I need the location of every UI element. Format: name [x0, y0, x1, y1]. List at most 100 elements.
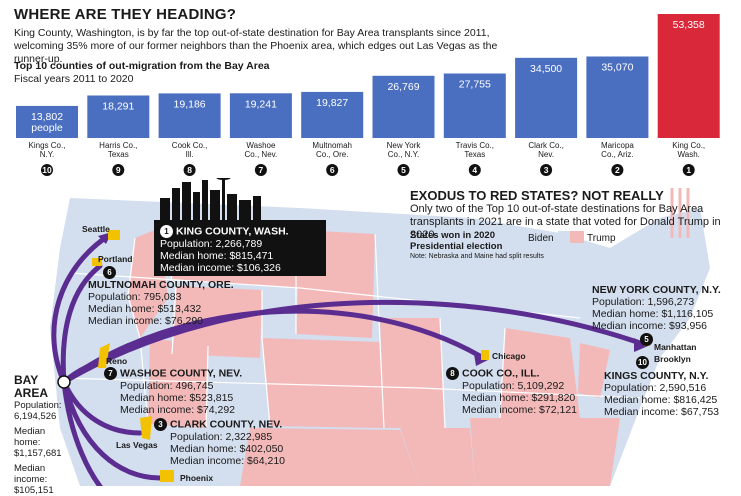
- rank-badge: [468, 164, 481, 176]
- city-label-chicago: Chicago: [492, 351, 526, 361]
- bay-population-label: Population:: [14, 400, 62, 411]
- category-label: Nev.: [538, 150, 554, 159]
- bar-value-label: 34,500: [530, 63, 562, 75]
- bar-value-label: 53,358: [673, 19, 705, 31]
- legend-trump-label: Trump: [587, 233, 616, 244]
- rank-number: 5: [401, 165, 406, 175]
- bar-unit-label: people: [31, 122, 63, 134]
- arrow-seattle: [51, 233, 111, 385]
- callout-multnomah: MULTNOMAH COUNTY, ORE. Population: 795,0…: [88, 279, 288, 327]
- arrow-portland: [60, 263, 103, 385]
- rank-badge: [254, 164, 267, 176]
- state-utah: [148, 338, 208, 428]
- chart-subtitle: Fiscal years 2011 to 2020: [14, 73, 134, 85]
- callout-population: Population: 795,083: [88, 291, 182, 303]
- callout-population: Population: 496,745: [120, 380, 214, 392]
- rank-badge: 1: [160, 225, 173, 238]
- rank-number: 6: [330, 165, 335, 175]
- category-label: Multnomah: [312, 141, 352, 150]
- category-label: Ill.: [186, 150, 194, 159]
- rank-badge: 10: [636, 356, 649, 370]
- bay-area-marker: [57, 375, 71, 389]
- rank-badge: 3: [154, 418, 167, 431]
- rank-badge: [611, 164, 624, 176]
- callout-income: Median income: $76,290: [88, 315, 203, 327]
- arrow-phoenix: [61, 379, 163, 481]
- callout-kings: KINGS COUNTY, N.Y. Population: 2,590,516…: [604, 370, 739, 418]
- rank-6-marker: 6: [103, 264, 119, 282]
- legend-note: Note: Nebraska and Maine had split resul…: [410, 253, 544, 260]
- callout-income: Median income: $67,753: [604, 406, 719, 418]
- callout-income: Median income: $72,121: [462, 404, 577, 416]
- state-wv: [578, 343, 610, 398]
- seattle-skyline-icon: [160, 178, 261, 220]
- rank-number: 4: [472, 165, 477, 175]
- city-label-phoenix: Phoenix: [180, 473, 214, 483]
- rank-10-marker: 10: [636, 354, 652, 372]
- category-label: Co., N.Y.: [388, 150, 419, 159]
- city-label-brooklyn: Brooklyn: [654, 354, 691, 364]
- rank-number: 8: [187, 165, 192, 175]
- callout-population: Population: 1,596,273: [592, 296, 695, 308]
- rank-number: 1: [686, 165, 691, 175]
- bar-value-label: 19,241: [245, 98, 277, 110]
- map-title: EXODUS TO RED STATES? NOT REALLY: [410, 188, 664, 203]
- callout-new-york: NEW YORK COUNTY, N.Y. Population: 1,596,…: [592, 284, 737, 332]
- callout-king-county: 1 KING COUNTY, WASH. Population: 2,266,78…: [154, 220, 326, 276]
- callout-home: Median home: $523,815: [120, 392, 234, 404]
- category-label: Co., Ore.: [316, 150, 348, 159]
- city-label-las-vegas: Las Vegas: [116, 440, 158, 450]
- rank-badge: [326, 164, 339, 176]
- callout-income: Median income: $64,210: [170, 455, 285, 467]
- callout-income: Median income: $93,956: [592, 320, 707, 332]
- bar-8: [586, 56, 649, 139]
- callout-title: KING COUNTY, WASH.: [176, 225, 289, 238]
- callout-income: Median income: $74,292: [120, 404, 235, 416]
- category-label: Maricopa: [601, 141, 634, 150]
- bar-value-label: 27,755: [459, 78, 491, 90]
- rank-5-marker: 5: [640, 331, 656, 349]
- state-arkansas-louisiana: [400, 428, 475, 486]
- bay-income-label: Median income:: [14, 463, 48, 485]
- state-oklahoma-texas: [240, 428, 420, 486]
- callout-title: WASHOE COUNTY, NEV.: [120, 367, 243, 380]
- legend-trump-swatch: [570, 231, 584, 243]
- callout-population: Population: 2,322,985: [170, 431, 273, 443]
- legend-biden-label: Biden: [528, 233, 554, 244]
- category-label: Co., Ariz.: [601, 150, 633, 159]
- city-label-portland: Portland: [98, 254, 133, 264]
- state-nebraska-kansas: [262, 338, 384, 428]
- callout-home: Median home: $291,820: [462, 392, 576, 404]
- callout-title: KINGS COUNTY, N.Y.: [604, 370, 709, 382]
- arrow-lasvegas: [61, 379, 143, 436]
- bar-1: [87, 95, 150, 138]
- county-highlights: [92, 230, 650, 482]
- bar-3: [229, 93, 292, 138]
- rank-badge: [183, 164, 196, 176]
- callout-population: Population: 5,109,292: [462, 380, 565, 392]
- callout-title: CLARK COUNTY, NEV.: [170, 418, 283, 431]
- bar-6: [443, 73, 506, 138]
- bar-value-label: 19,186: [174, 98, 206, 110]
- rank-number: 7: [259, 165, 264, 175]
- state-indiana-ohio-ky: [500, 328, 580, 418]
- category-label: Co., Nev.: [245, 150, 278, 159]
- callout-home: Median home: $815,471: [160, 250, 274, 262]
- category-label: Wash.: [678, 150, 700, 159]
- bar-2: [158, 93, 221, 138]
- intro-text: King County, Washington, is by far the t…: [14, 27, 498, 65]
- bar-0: [16, 105, 78, 138]
- rank-number: 2: [615, 165, 620, 175]
- bay-area-stats: Population: 6,194,526 Median home: $1,15…: [14, 400, 74, 496]
- city-label-manhattan: Manhattan: [654, 342, 697, 352]
- state-iowa-missouri: [380, 318, 445, 428]
- bar-value-label: 18,291: [102, 100, 134, 112]
- callout-cook: 8 COOK CO., ILL. Population: 5,109,292 Me…: [446, 367, 596, 416]
- callout-income: Median income: $106,326: [160, 262, 281, 274]
- rank-number: 9: [116, 165, 121, 175]
- rank-badge: [41, 164, 53, 176]
- callout-home: Median home: $816,425: [604, 394, 718, 406]
- bar-value-label: 26,769: [387, 81, 419, 93]
- bar-5: [372, 75, 435, 138]
